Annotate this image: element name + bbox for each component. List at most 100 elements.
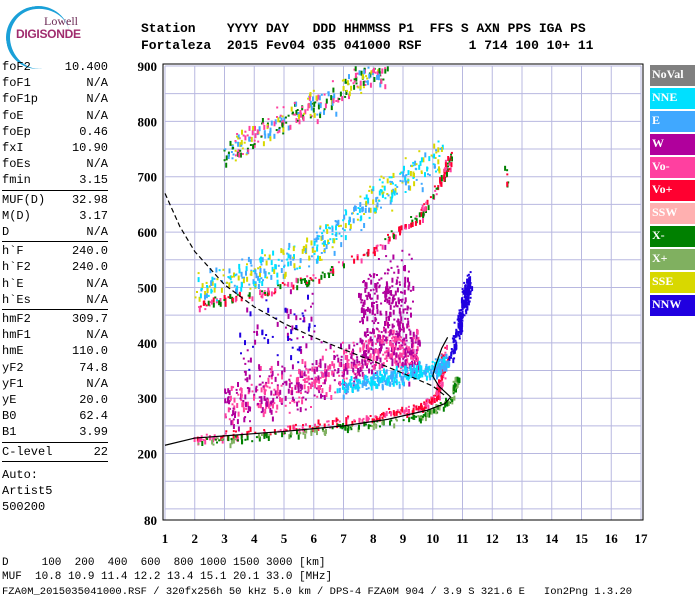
data-point [364, 360, 367, 366]
data-point [365, 284, 368, 290]
data-point [273, 121, 276, 127]
data-point [211, 280, 214, 286]
data-point [339, 381, 342, 387]
param-name: MUF(D) [2, 193, 46, 207]
data-point [338, 420, 341, 423]
data-point [320, 235, 323, 241]
data-point [357, 207, 360, 209]
data-point [310, 431, 313, 434]
data-point [321, 388, 324, 394]
data-point [395, 365, 398, 371]
data-point [283, 283, 286, 286]
data-point [387, 321, 389, 327]
data-point [256, 129, 259, 135]
data-point [462, 289, 465, 295]
data-point [258, 278, 261, 284]
data-point [369, 207, 372, 213]
data-point [407, 375, 410, 381]
y-tick-label: 80 [144, 513, 157, 528]
data-point [282, 249, 285, 255]
data-point [265, 299, 268, 302]
data-point [344, 381, 347, 384]
data-point [359, 84, 362, 90]
data-point [298, 346, 301, 352]
data-point [406, 311, 409, 314]
data-point [327, 420, 330, 423]
data-point [234, 435, 237, 438]
data-point [444, 377, 447, 380]
data-point [423, 370, 426, 373]
data-point [373, 354, 375, 356]
data-point [394, 369, 397, 375]
data-point [444, 402, 447, 408]
data-point [281, 398, 284, 403]
data-point [386, 298, 389, 304]
data-point [358, 292, 360, 298]
data-point [373, 302, 375, 304]
data-point [369, 415, 372, 417]
data-point [378, 67, 381, 73]
data-point [353, 377, 356, 380]
data-point [343, 370, 345, 376]
data-point [424, 206, 427, 212]
data-point [296, 348, 299, 351]
data-point [418, 416, 421, 422]
param-name: M(D) [2, 209, 31, 223]
data-point [455, 330, 458, 336]
data-point [358, 386, 361, 389]
data-point [391, 196, 393, 199]
data-point [463, 296, 466, 299]
data-point [412, 161, 415, 164]
data-point [333, 369, 336, 372]
data-point [352, 82, 355, 85]
data-point [281, 365, 284, 368]
data-point [240, 399, 243, 402]
data-point [229, 140, 232, 146]
data-point [236, 293, 239, 296]
data-point [348, 91, 351, 97]
plot-frame [162, 63, 644, 521]
data-point [405, 407, 408, 413]
data-point [386, 283, 389, 286]
data-point [207, 294, 210, 297]
data-point [196, 436, 199, 442]
data-point [373, 77, 376, 82]
param-name: h`E [2, 277, 24, 291]
data-point [365, 75, 368, 78]
data-point [377, 322, 380, 324]
data-point [233, 284, 236, 287]
data-point [257, 433, 260, 439]
data-point [404, 343, 407, 346]
data-point [259, 268, 262, 273]
data-point [438, 371, 441, 377]
data-point [257, 140, 260, 143]
data-point [336, 354, 339, 357]
data-point [389, 353, 392, 359]
data-point [295, 428, 298, 431]
data-point [289, 254, 292, 260]
data-point [376, 371, 379, 376]
data-point [402, 172, 405, 178]
data-point [369, 82, 372, 88]
data-point [313, 101, 316, 107]
param-value: 74.8 [79, 361, 108, 375]
data-point [466, 295, 469, 300]
data-point [388, 334, 391, 337]
data-point [299, 317, 302, 320]
data-point [387, 292, 389, 295]
data-point [221, 438, 224, 441]
data-point [367, 197, 370, 203]
data-point [232, 438, 235, 444]
data-point [430, 368, 433, 374]
data-point [340, 235, 343, 238]
data-point [403, 165, 405, 171]
data-point [244, 340, 246, 346]
data-point [380, 206, 382, 209]
data-point [266, 401, 269, 407]
x-tick-label: 15 [575, 531, 589, 546]
data-point [283, 265, 285, 268]
data-point [314, 101, 317, 104]
data-point [234, 159, 237, 162]
data-point [307, 103, 310, 109]
data-point [243, 141, 246, 144]
